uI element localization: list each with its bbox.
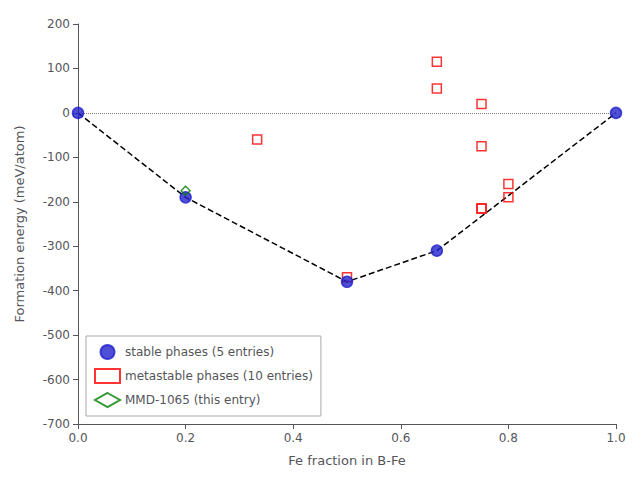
svg-text:-200: -200 (43, 195, 70, 209)
svg-text:-500: -500 (43, 328, 70, 342)
svg-text:0.6: 0.6 (391, 431, 410, 445)
svg-text:0.4: 0.4 (284, 431, 303, 445)
svg-text:-100: -100 (43, 150, 70, 164)
svg-text:100: 100 (47, 61, 70, 75)
svg-text:-400: -400 (43, 284, 70, 298)
svg-text:0.2: 0.2 (176, 431, 195, 445)
svg-text:-700: -700 (43, 417, 70, 431)
svg-text:200: 200 (47, 17, 70, 31)
svg-text:metastable phases (10 entries): metastable phases (10 entries) (125, 369, 313, 383)
svg-text:stable phases (5 entries): stable phases (5 entries) (125, 345, 274, 359)
svg-text:Fe fraction in B-Fe: Fe fraction in B-Fe (288, 453, 405, 468)
svg-text:0.8: 0.8 (499, 431, 518, 445)
svg-text:0: 0 (62, 106, 70, 120)
svg-text:Formation energy (meV/atom): Formation energy (meV/atom) (12, 126, 27, 323)
svg-text:-300: -300 (43, 239, 70, 253)
svg-text:1.0: 1.0 (606, 431, 625, 445)
svg-text:-600: -600 (43, 373, 70, 387)
svg-text:0.0: 0.0 (68, 431, 87, 445)
svg-text:MMD-1065 (this entry): MMD-1065 (this entry) (125, 393, 260, 407)
